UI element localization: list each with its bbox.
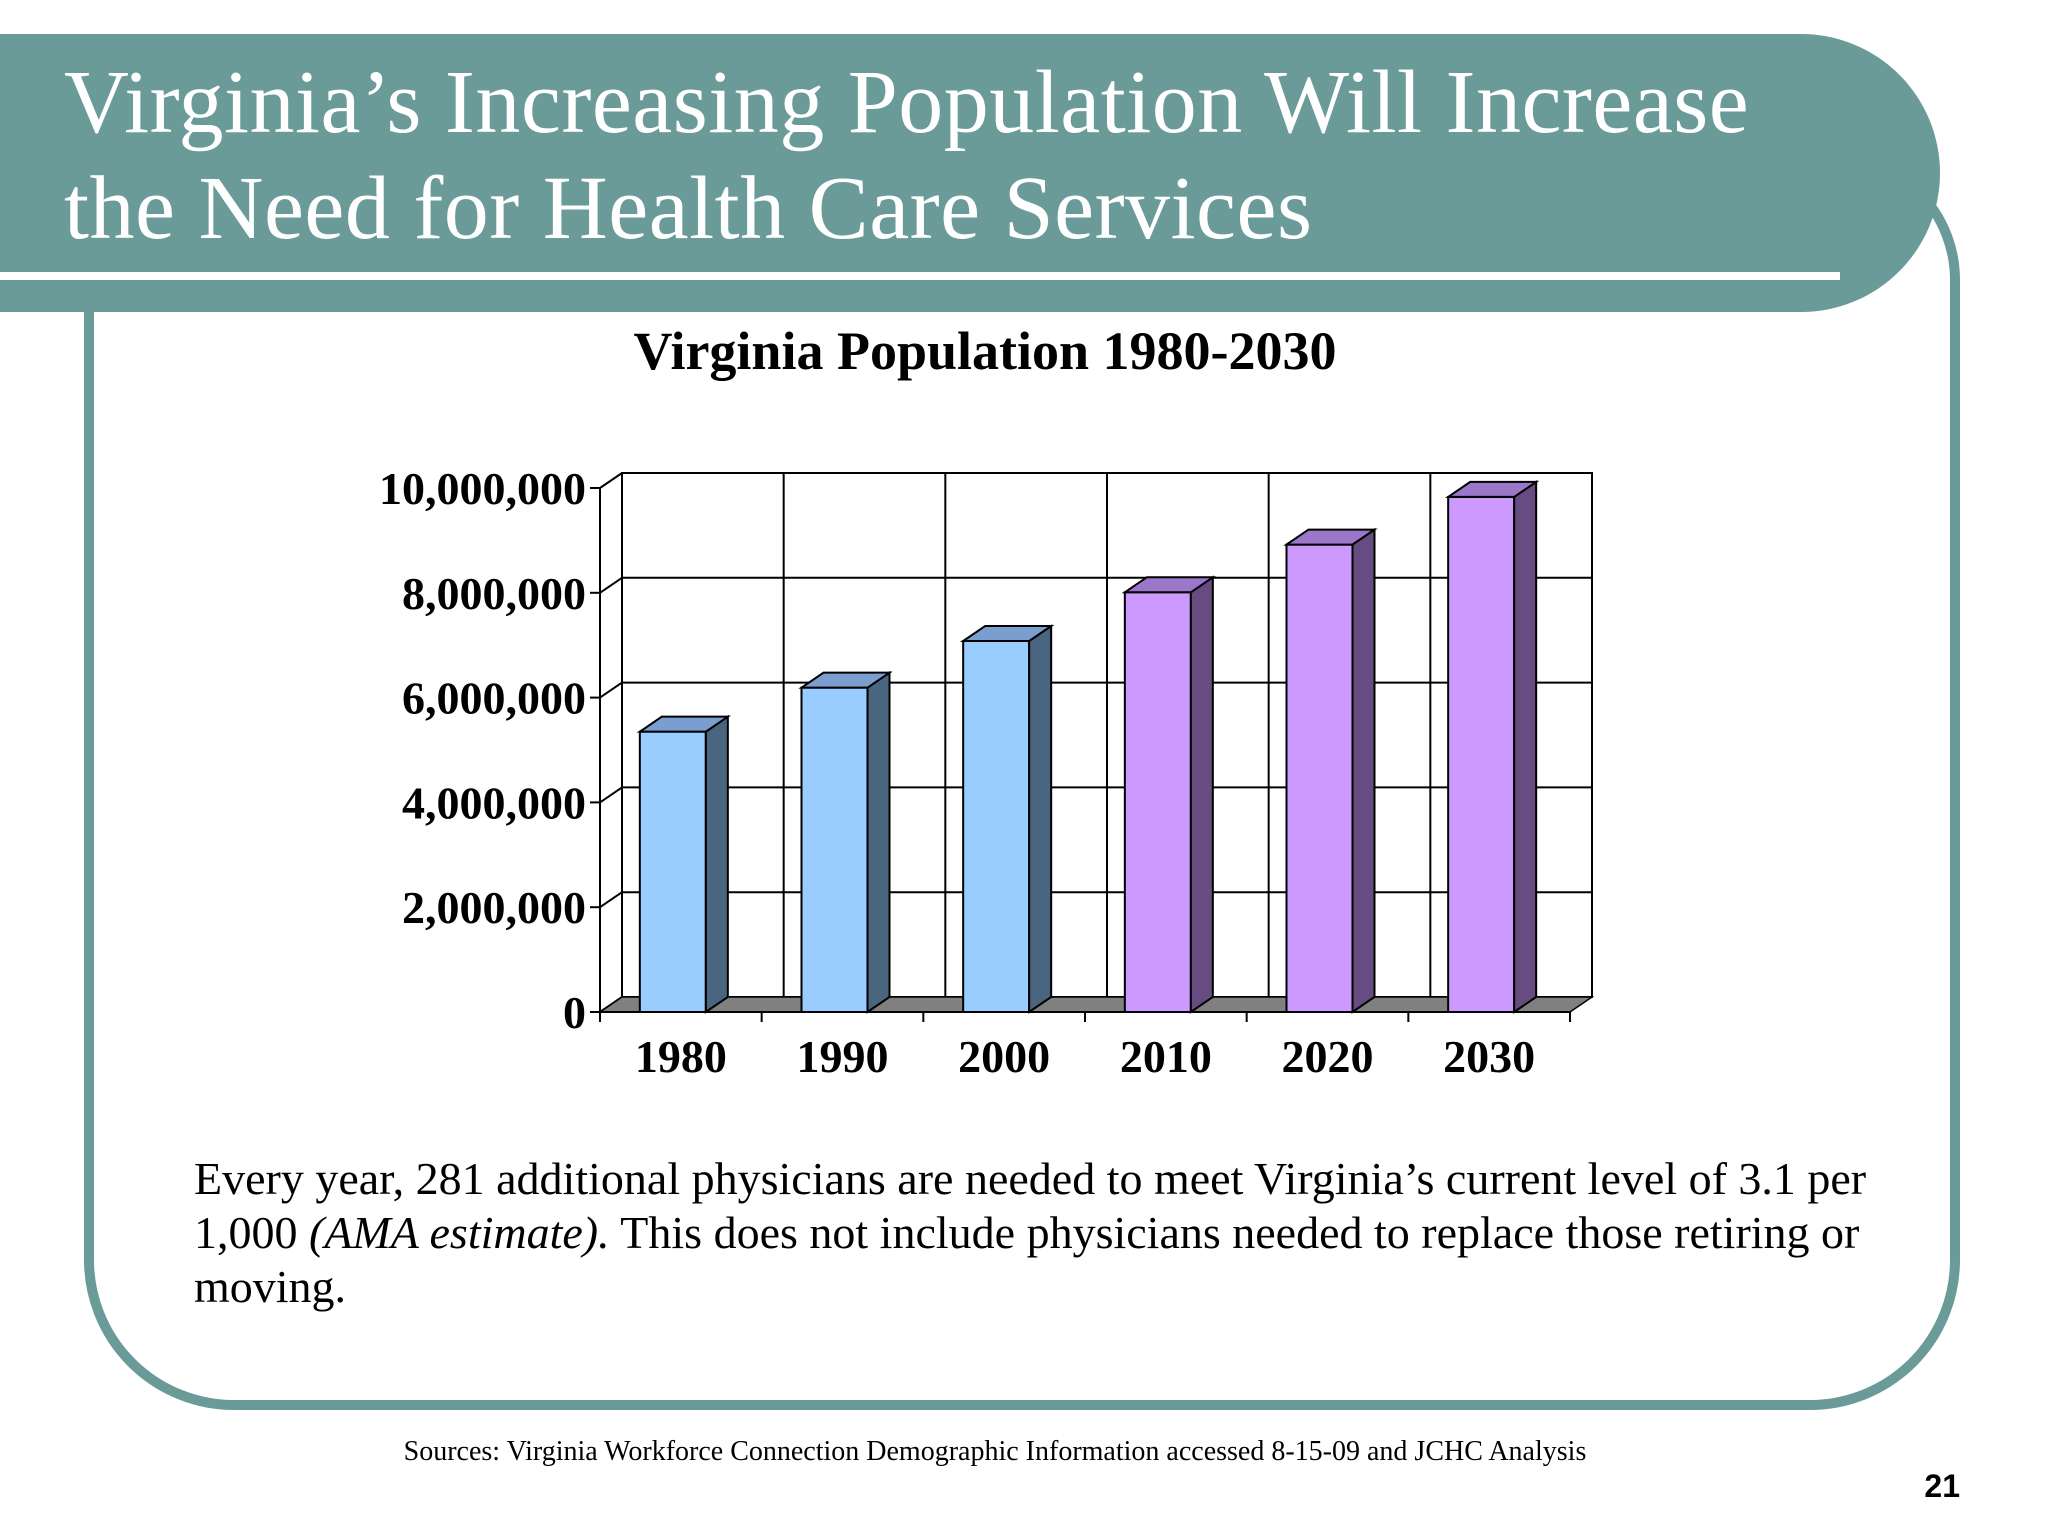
x-tick-label: 1990 [797,1031,889,1082]
sources-note: Sources: Virginia Workforce Connection D… [403,1436,1587,1467]
bar-1990 [800,686,869,1013]
x-tick-label: 2020 [1282,1031,1374,1082]
x-tick-label: 2010 [1120,1031,1212,1082]
body-text: Every year, 281 additional physicians ar… [194,1152,1894,1314]
y-tick-label: 4,000,000 [402,777,586,828]
page-number: 21 [1924,1468,1960,1504]
bar-2030 [1447,495,1516,1013]
bar-side-2010 [1189,575,1214,1014]
gridline-side [599,891,623,909]
bar-top-1990 [798,671,893,689]
gridline-side [599,576,623,594]
bar-2020 [1285,543,1354,1013]
bar-top-2000 [959,625,1055,643]
y-tick-label: 8,000,000 [402,568,586,619]
title-rule [0,272,1840,280]
x-tick-label: 2000 [958,1031,1050,1082]
bar-side-2020 [1351,527,1376,1014]
bar-2010 [1123,591,1192,1013]
bar-side-2000 [1028,624,1053,1014]
chart-floor [597,996,1595,1013]
gridline-side [599,681,623,699]
bar-top-1980 [636,715,732,733]
x-tick-label: 1980 [635,1031,727,1082]
body-text-part1: Every year, 281 additional physicians ar… [194,1153,1867,1258]
bar-side-2030 [1513,480,1538,1014]
bar-side-1980 [704,714,729,1014]
body-text-part2: This does not include physicians needed … [194,1207,1860,1312]
bar-2000 [962,640,1031,1013]
bar-top-2030 [1444,480,1540,498]
chart-title: Virginia Population 1980-2030 [633,321,1337,381]
body-text-italic: (AMA estimate). [309,1207,610,1258]
x-tick-label: 2030 [1443,1031,1535,1082]
gridline-side [599,786,623,804]
gridline-side [599,472,623,489]
y-tick-label: 2,000,000 [402,882,586,933]
bar-side-1990 [866,670,891,1014]
slide-title: Virginia’s Increasing Population Will In… [64,53,1750,258]
bar-top-2010 [1121,576,1217,594]
y-tick-label: 10,000,000 [379,463,586,514]
y-tick-label: 6,000,000 [402,673,586,724]
bar-1980 [638,730,707,1013]
y-tick-label: 0 [563,987,586,1038]
bar-top-2020 [1283,528,1378,546]
title-band [0,34,1940,312]
